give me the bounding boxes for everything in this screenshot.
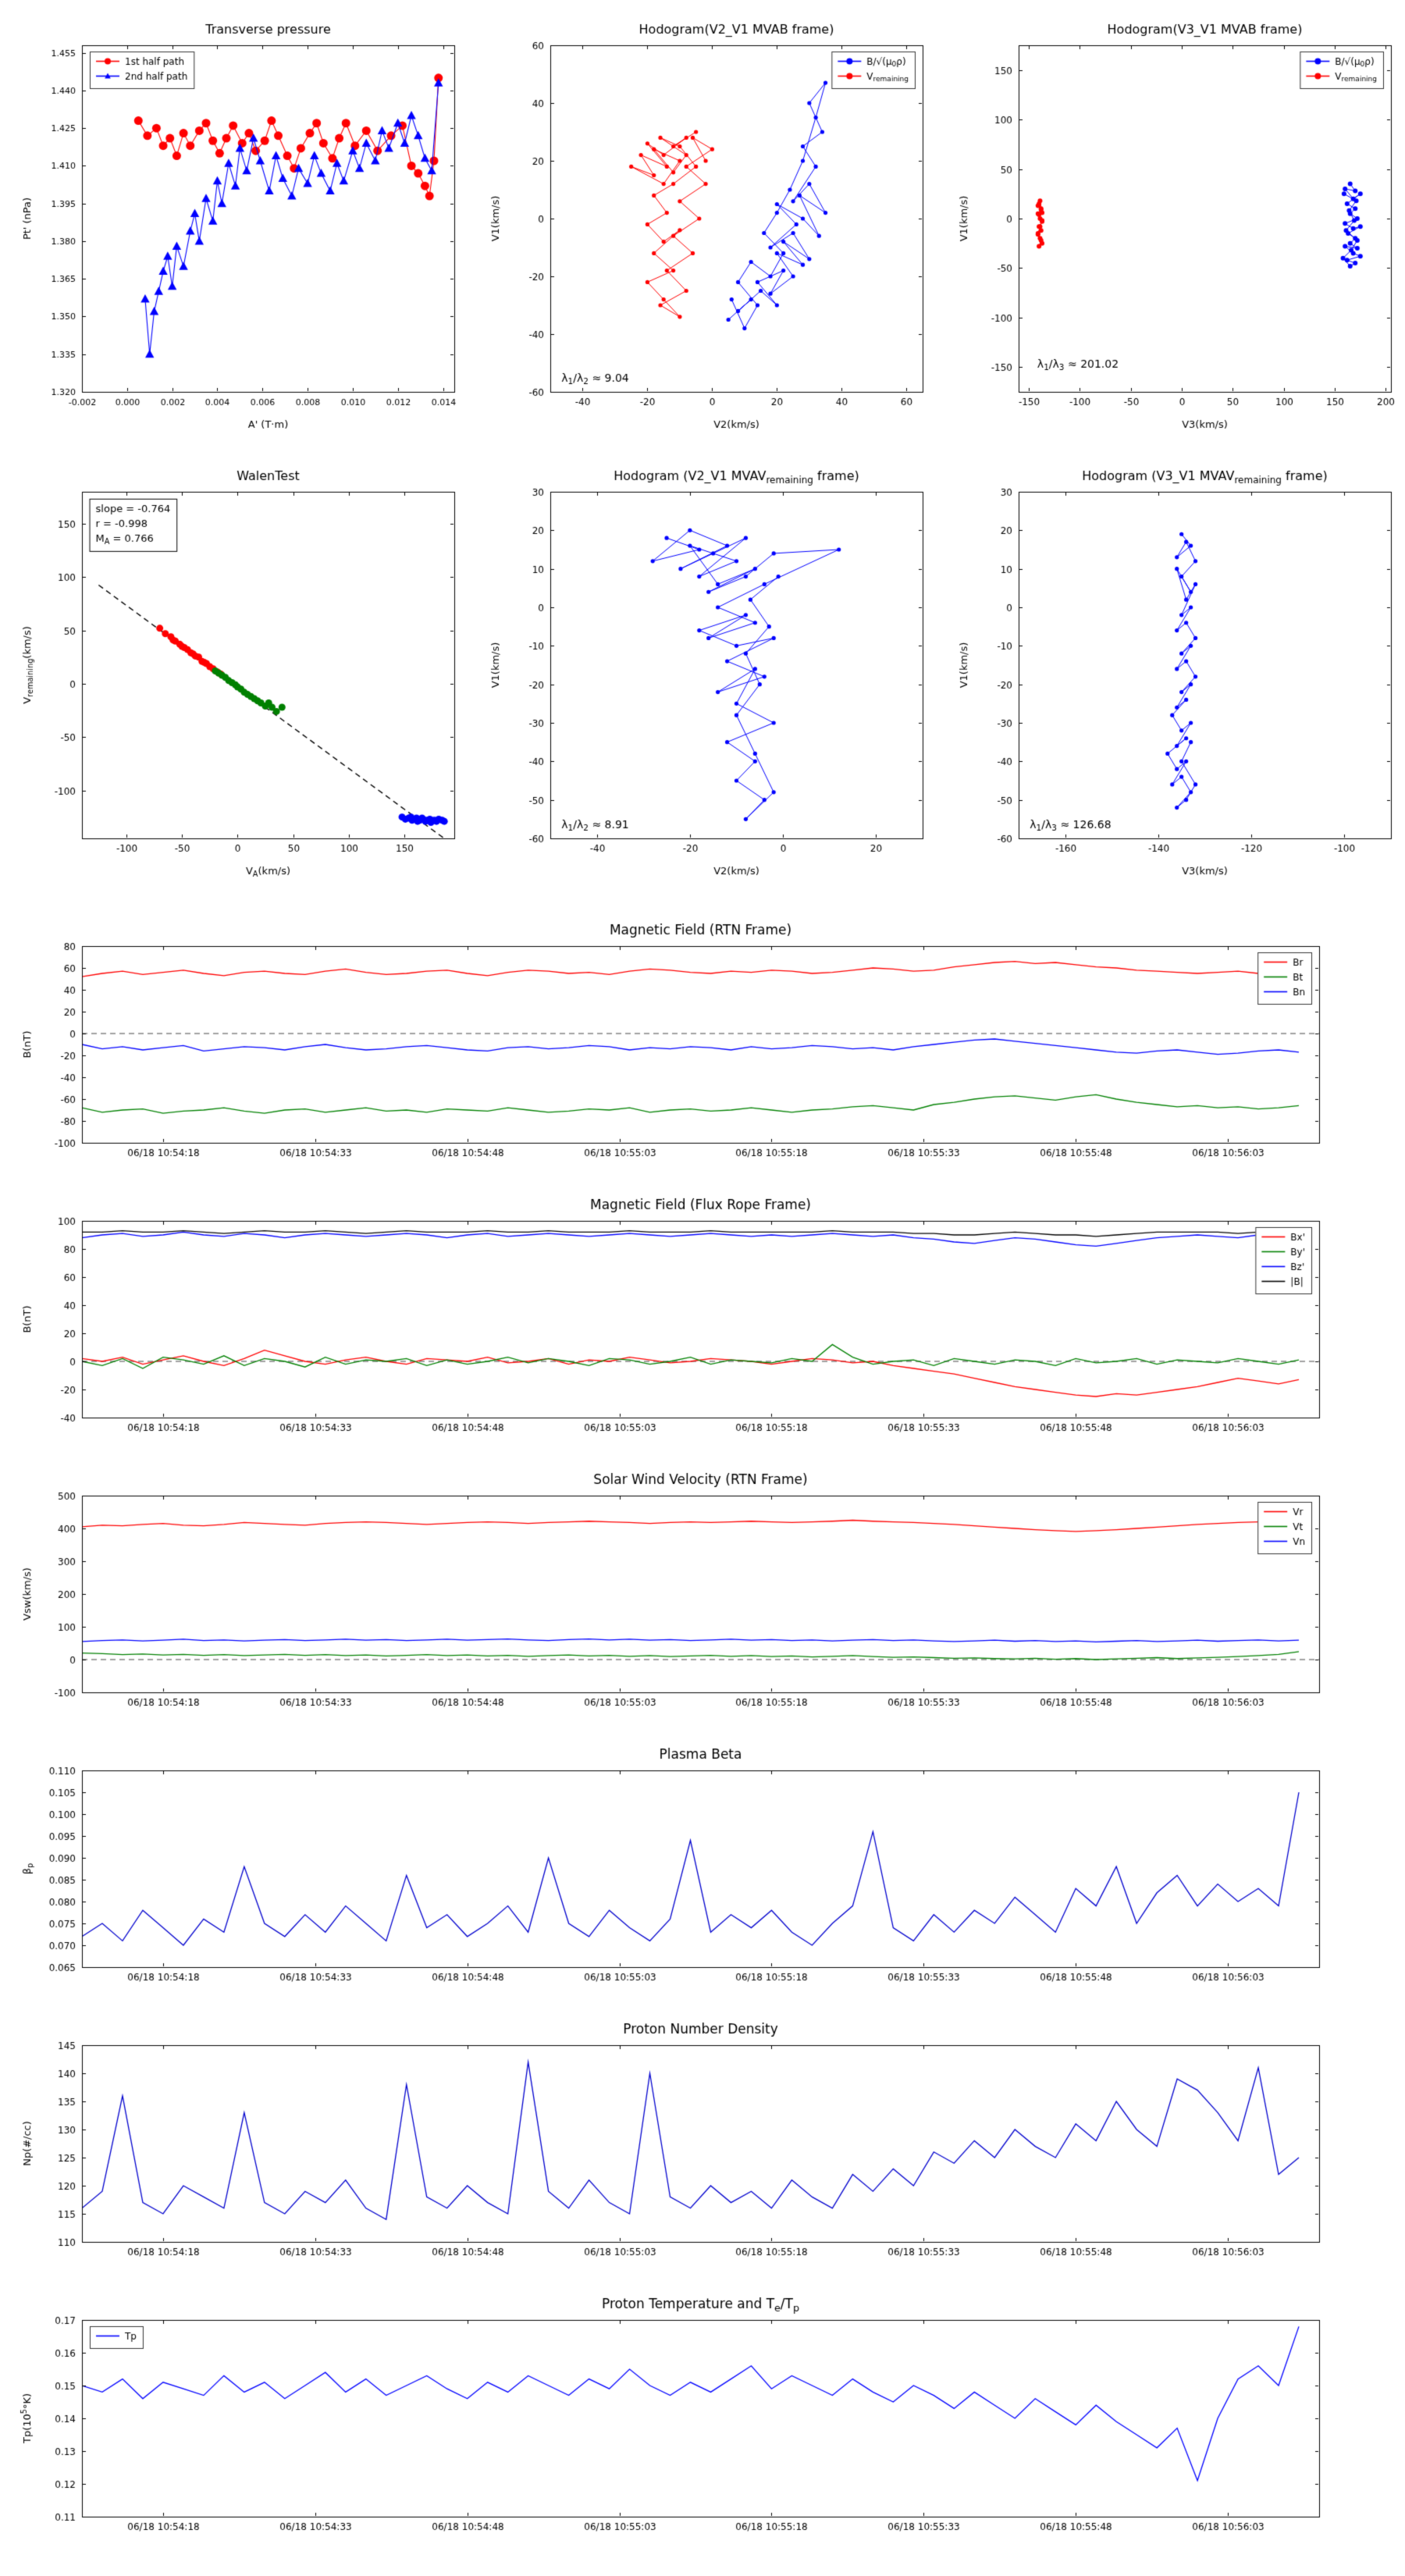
chart-plasma-beta — [0, 1733, 1405, 2008]
chart-hodogram-v2v1-mvab — [468, 6, 937, 453]
chart-hodogram-v2v1-mvav — [468, 453, 937, 899]
chart-magnetic-field-rtn — [0, 909, 1405, 1183]
chart-hodogram-v3v1-mvab — [937, 6, 1405, 453]
subplot-row-top — [0, 6, 1405, 453]
chart-magnetic-field-flux-rope — [0, 1183, 1405, 1458]
chart-transverse-pressure — [0, 6, 468, 453]
chart-hodogram-v3v1-mvav — [937, 453, 1405, 899]
chart-walen-test — [0, 453, 468, 899]
chart-proton-temperature — [0, 2282, 1405, 2557]
chart-solar-wind-velocity — [0, 1458, 1405, 1733]
time-series-panels — [0, 909, 1405, 2557]
subplot-row-second — [0, 453, 1405, 899]
chart-proton-number-density — [0, 2008, 1405, 2282]
